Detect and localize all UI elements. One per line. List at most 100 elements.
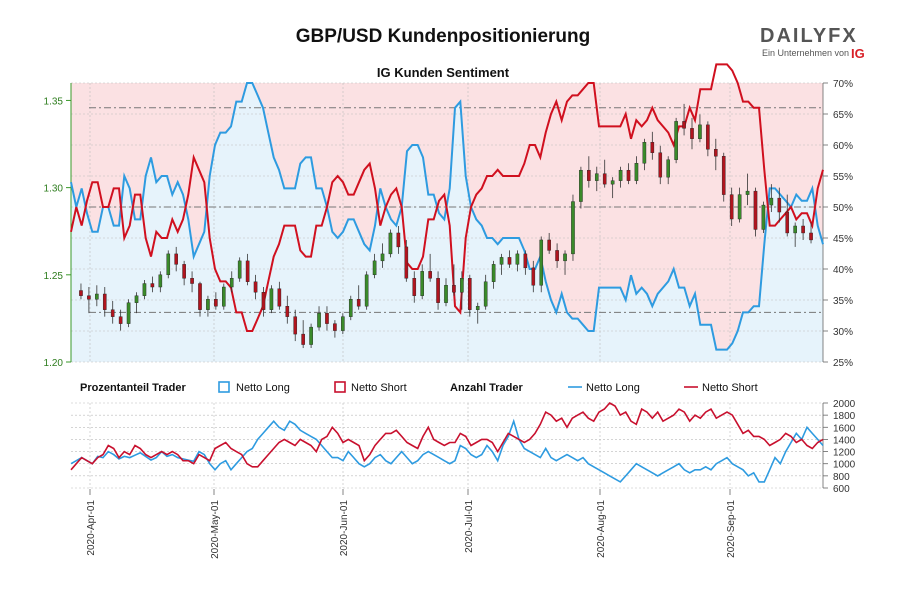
pct-tick-label: 25%: [833, 358, 853, 369]
date-tick-label: 2020-Sep-01: [726, 500, 737, 558]
candle-body: [190, 278, 194, 284]
count-tick-label: 1000: [833, 460, 856, 471]
candle-body: [134, 295, 139, 303]
count-tick-label: 600: [833, 484, 850, 495]
candle-body: [706, 124, 710, 150]
candle-body: [531, 267, 536, 286]
candle-body: [380, 253, 385, 262]
candle-body: [158, 274, 163, 288]
candle-body: [539, 239, 544, 286]
pct-tick-label: 35%: [833, 296, 853, 307]
pct-tick-label: 50%: [833, 203, 853, 214]
candle-body: [579, 169, 583, 202]
candle-body: [785, 211, 790, 234]
candle-body: [79, 290, 83, 296]
pct-tick-label: 30%: [833, 327, 853, 338]
logo-brand: DAILYFX: [760, 25, 858, 47]
candle-body: [301, 333, 305, 345]
candle-body: [460, 278, 464, 293]
candle-body: [261, 292, 266, 310]
candle-body: [523, 253, 528, 269]
candle-body: [245, 260, 250, 282]
count-tick-label: 2000: [833, 399, 856, 410]
candle-body: [547, 239, 551, 251]
candle-body: [475, 306, 480, 310]
chart-subtitle: IG Kunden Sentiment: [377, 65, 510, 80]
candle-body: [174, 253, 178, 265]
candle-body: [634, 163, 639, 181]
candle-body: [142, 283, 147, 296]
candle-body: [253, 281, 258, 293]
candle-body: [214, 299, 218, 307]
candle-body: [436, 278, 440, 303]
pct-tick-label: 55%: [833, 172, 853, 183]
candle-body: [468, 278, 472, 310]
candle-body: [198, 283, 202, 310]
candle-body: [515, 253, 520, 265]
pct-tick-label: 45%: [833, 234, 853, 245]
price-tick-label: 1.35: [44, 96, 64, 107]
date-tick-label: 2020-May-01: [210, 500, 221, 559]
candle-body: [309, 326, 313, 345]
candle-body: [412, 278, 417, 296]
legend-header-count: Anzahl Trader: [450, 382, 523, 394]
legend-short-label: Netto Short: [351, 382, 407, 394]
candle-body: [650, 142, 655, 153]
candle-body: [325, 312, 329, 324]
candle-body: [95, 293, 99, 300]
candle-body: [277, 288, 282, 307]
candle-body: [222, 286, 226, 307]
candle-body: [396, 232, 401, 248]
candle-body: [594, 173, 599, 181]
candle-body: [356, 299, 361, 307]
date-axis: 2020-Apr-01 2020-May-01 2020-Jun-01 2020-Ju…: [86, 489, 737, 559]
candle-body: [491, 264, 496, 282]
date-tick-label: 2020-Apr-01: [86, 500, 97, 556]
candle-body: [642, 142, 647, 164]
candle-body: [444, 285, 448, 303]
price-tick-label: 1.20: [44, 358, 64, 369]
candle-body: [777, 197, 782, 213]
count-tick-label: 1800: [833, 411, 856, 422]
candle-body: [618, 169, 623, 181]
candle-body: [87, 295, 91, 300]
legend-header-percent: Prozentanteil Trader: [80, 382, 186, 394]
candle-body: [793, 225, 797, 234]
candle-body: [285, 306, 290, 317]
candle-body: [206, 299, 210, 310]
candle-body: [150, 283, 155, 288]
candle-body: [110, 309, 115, 317]
candle-body: [499, 257, 504, 265]
candle-body: [698, 124, 702, 139]
count-short-line: [70, 401, 824, 471]
candle-body: [626, 169, 631, 181]
candle-body: [341, 316, 345, 331]
candle-body: [737, 194, 742, 220]
main-panel: 25% 30% 35% 40% 45% 50% 55% 60% 65% 70% 1.20 1.25 1.…: [44, 63, 853, 369]
candle-body: [729, 194, 734, 220]
candle-body: [118, 316, 123, 324]
candle-body: [388, 232, 393, 255]
candle-body: [229, 278, 234, 288]
candle-body: [364, 274, 369, 307]
price-tick-label: 1.30: [44, 184, 64, 195]
dailyfx-logo: DAILYFX Ein Unternehmen von IG: [760, 25, 865, 61]
candle-body: [571, 201, 575, 255]
candle-body: [372, 260, 377, 276]
pct-tick-label: 65%: [833, 110, 853, 121]
candle-body: [690, 128, 694, 139]
candle-body: [348, 299, 353, 317]
candle-body: [801, 225, 805, 234]
candle-body: [483, 281, 488, 307]
candle-body: [182, 264, 186, 279]
candle-body: [102, 293, 107, 310]
count-long-line: [70, 418, 824, 483]
date-tick-label: 2020-Jul-01: [464, 500, 475, 553]
candle-body: [753, 190, 758, 230]
candle-body: [602, 173, 607, 185]
candle-body: [745, 190, 750, 195]
candle-body: [317, 312, 321, 328]
legend-box-long: [218, 381, 230, 393]
